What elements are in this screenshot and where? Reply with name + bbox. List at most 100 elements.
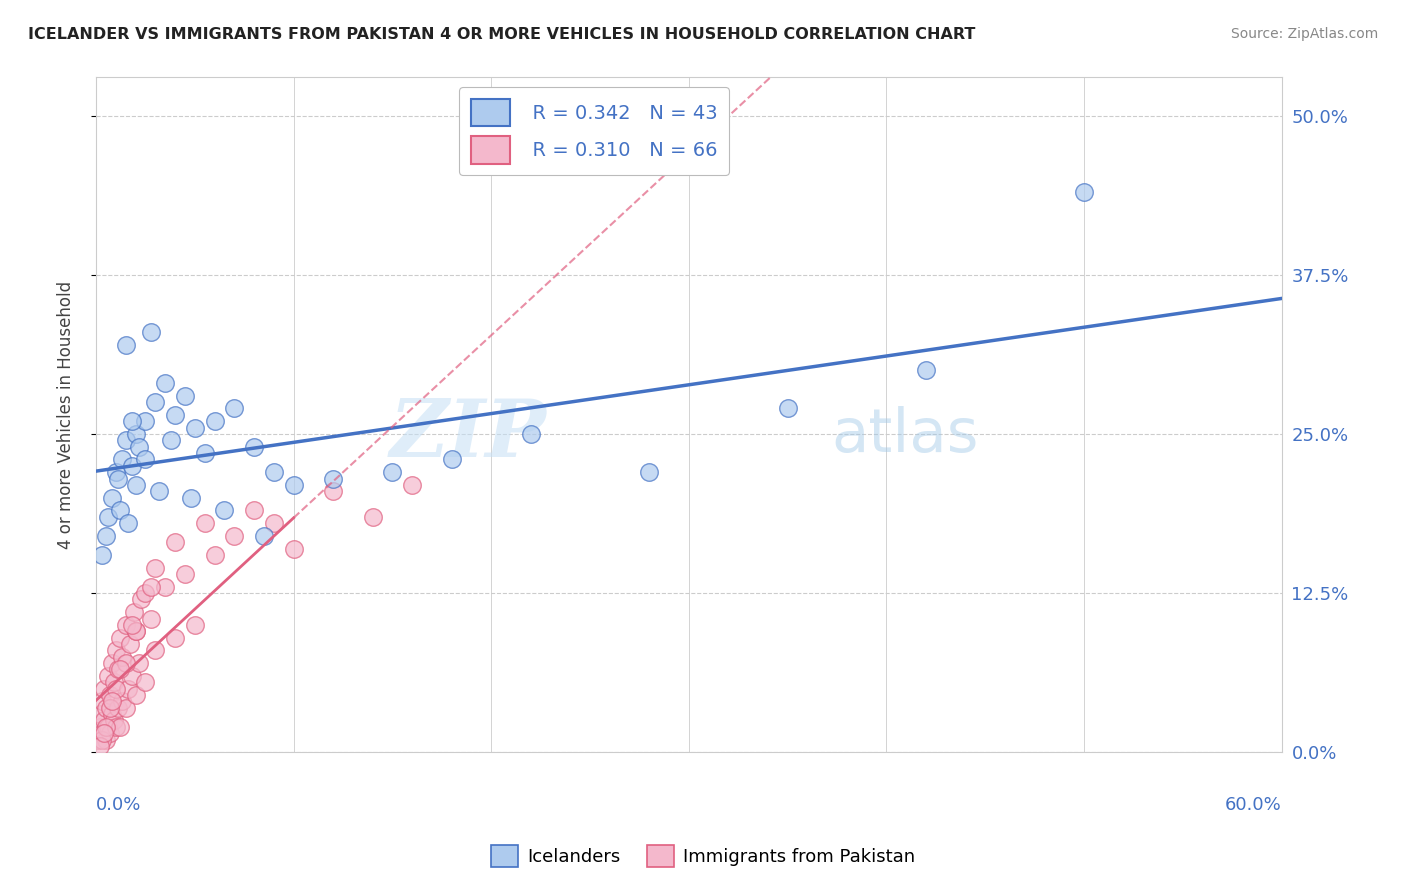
Point	[776, 401, 799, 416]
Point	[322, 484, 344, 499]
Point	[91, 726, 114, 740]
Point	[107, 663, 129, 677]
Point	[128, 440, 150, 454]
Legend:   R = 0.342   N = 43,   R = 0.310   N = 66: R = 0.342 N = 43, R = 0.310 N = 66	[460, 87, 728, 175]
Point	[131, 592, 153, 607]
Text: ICELANDER VS IMMIGRANTS FROM PAKISTAN 4 OR MORE VEHICLES IN HOUSEHOLD CORRELATIO: ICELANDER VS IMMIGRANTS FROM PAKISTAN 4 …	[28, 27, 976, 42]
Text: ZIP: ZIP	[389, 396, 547, 474]
Point	[97, 509, 120, 524]
Point	[104, 465, 127, 479]
Point	[283, 478, 305, 492]
Point	[174, 566, 197, 581]
Point	[101, 694, 124, 708]
Point	[94, 732, 117, 747]
Point	[98, 726, 121, 740]
Point	[118, 637, 141, 651]
Point	[401, 478, 423, 492]
Point	[128, 656, 150, 670]
Point	[91, 732, 114, 747]
Legend: Icelanders, Immigrants from Pakistan: Icelanders, Immigrants from Pakistan	[484, 838, 922, 874]
Text: atlas: atlas	[831, 406, 979, 465]
Point	[141, 580, 163, 594]
Point	[134, 414, 156, 428]
Point	[121, 618, 143, 632]
Text: 0.0%: 0.0%	[96, 796, 142, 814]
Y-axis label: 4 or more Vehicles in Household: 4 or more Vehicles in Household	[58, 281, 75, 549]
Point	[103, 675, 125, 690]
Point	[104, 720, 127, 734]
Point	[204, 414, 226, 428]
Point	[440, 452, 463, 467]
Point	[124, 624, 146, 639]
Point	[114, 618, 136, 632]
Point	[253, 529, 276, 543]
Point	[194, 446, 217, 460]
Point	[134, 452, 156, 467]
Point	[108, 631, 131, 645]
Point	[89, 720, 111, 734]
Point	[91, 694, 114, 708]
Point	[180, 491, 202, 505]
Point	[243, 503, 266, 517]
Point	[134, 586, 156, 600]
Point	[111, 452, 134, 467]
Point	[87, 732, 110, 747]
Point	[94, 720, 117, 734]
Point	[361, 509, 384, 524]
Point	[204, 548, 226, 562]
Point	[101, 707, 124, 722]
Point	[93, 714, 115, 728]
Point	[89, 707, 111, 722]
Point	[214, 503, 236, 517]
Point	[97, 720, 120, 734]
Point	[108, 663, 131, 677]
Point	[107, 471, 129, 485]
Point	[122, 605, 145, 619]
Point	[104, 681, 127, 696]
Point	[97, 669, 120, 683]
Point	[153, 376, 176, 390]
Point	[114, 338, 136, 352]
Point	[121, 414, 143, 428]
Point	[184, 420, 207, 434]
Point	[165, 408, 187, 422]
Point	[124, 478, 146, 492]
Point	[121, 669, 143, 683]
Text: Source: ZipAtlas.com: Source: ZipAtlas.com	[1230, 27, 1378, 41]
Point	[111, 649, 134, 664]
Point	[243, 440, 266, 454]
Point	[160, 434, 183, 448]
Point	[103, 714, 125, 728]
Point	[141, 325, 163, 339]
Point	[165, 631, 187, 645]
Point	[104, 643, 127, 657]
Point	[117, 681, 139, 696]
Text: 60.0%: 60.0%	[1225, 796, 1282, 814]
Point	[148, 484, 170, 499]
Point	[134, 675, 156, 690]
Point	[520, 426, 543, 441]
Point	[263, 516, 285, 530]
Point	[89, 739, 111, 753]
Point	[124, 688, 146, 702]
Point	[101, 656, 124, 670]
Point	[143, 395, 166, 409]
Point	[98, 700, 121, 714]
Point	[111, 694, 134, 708]
Point	[124, 624, 146, 639]
Point	[124, 426, 146, 441]
Point	[93, 726, 115, 740]
Point	[322, 471, 344, 485]
Point	[101, 491, 124, 505]
Point	[93, 681, 115, 696]
Point	[143, 560, 166, 574]
Point	[94, 529, 117, 543]
Point	[114, 656, 136, 670]
Point	[143, 643, 166, 657]
Point	[174, 389, 197, 403]
Point	[638, 465, 661, 479]
Point	[184, 618, 207, 632]
Point	[283, 541, 305, 556]
Point	[114, 700, 136, 714]
Point	[121, 458, 143, 473]
